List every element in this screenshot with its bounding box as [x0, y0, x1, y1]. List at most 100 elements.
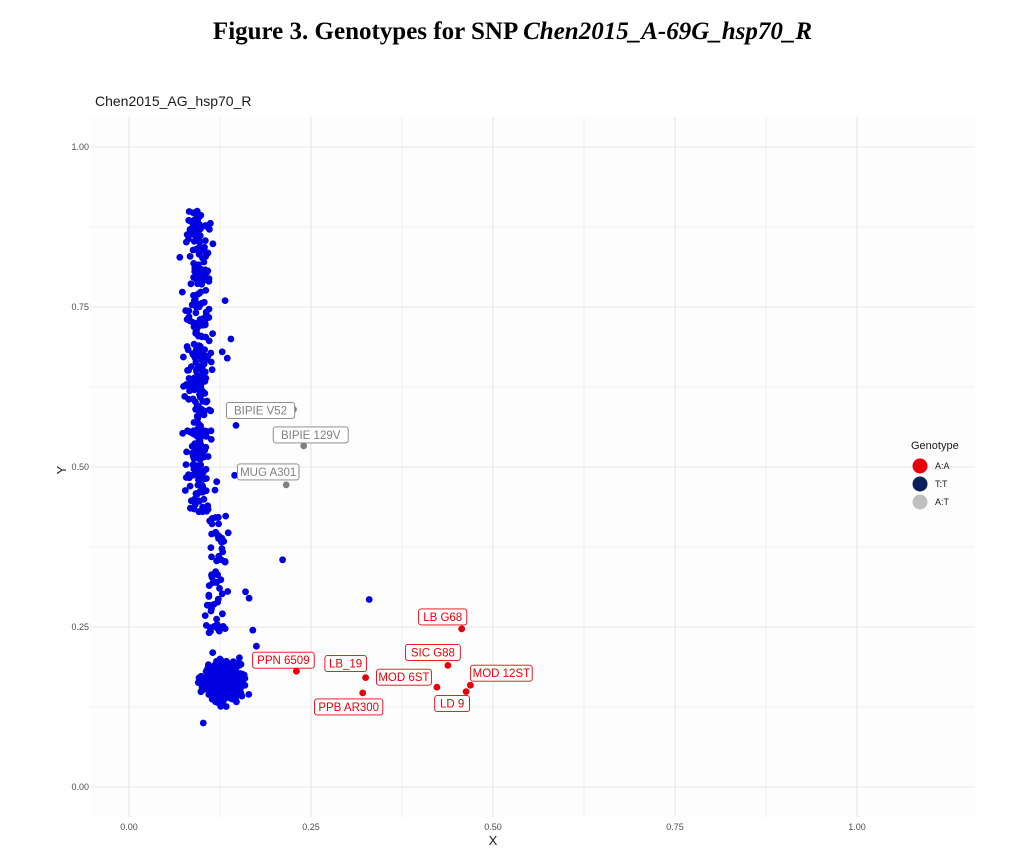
- tt-point: [213, 579, 221, 586]
- tt-point: [209, 649, 217, 656]
- tt-point: [202, 398, 210, 406]
- tt-point: [202, 308, 210, 316]
- tt-point: [215, 688, 223, 696]
- tt-point: [199, 508, 207, 516]
- x-tick-label: 0.75: [666, 822, 684, 832]
- tt-point: [227, 335, 235, 343]
- tt-point: [237, 680, 245, 687]
- aa-point: [458, 625, 466, 633]
- y-tick-label: 0.00: [71, 782, 89, 792]
- tt-point: [213, 615, 221, 623]
- x-tick-label: 0.00: [120, 822, 138, 832]
- y-tick-label: 0.75: [71, 302, 89, 312]
- figure-title-prefix: Figure 3. Genotypes for SNP: [212, 18, 524, 45]
- tt-point: [185, 216, 193, 224]
- y-tick-label: 0.50: [71, 462, 89, 472]
- tt-point: [205, 629, 213, 637]
- tt-point: [227, 693, 234, 700]
- tt-point: [218, 694, 226, 701]
- point-label: LB_19: [324, 655, 367, 673]
- tt-point: [222, 703, 230, 710]
- tt-point: [245, 691, 253, 698]
- x-axis-label: X: [489, 833, 498, 848]
- tt-point: [190, 340, 198, 348]
- y-axis-label: Y: [54, 465, 69, 474]
- point-label-text: BIPIE V52: [234, 405, 287, 417]
- tt-point: [226, 679, 234, 686]
- tt-point: [195, 362, 203, 370]
- legend-key: [912, 494, 928, 510]
- tt-point: [184, 346, 192, 354]
- tt-point: [215, 532, 223, 540]
- tt-point: [242, 588, 249, 596]
- at-point: [300, 442, 308, 450]
- tt-point: [237, 660, 245, 668]
- y-tick-label: 1.00: [71, 142, 89, 152]
- point-label: MOD 12ST: [470, 664, 533, 682]
- tt-point: [208, 515, 216, 522]
- tt-point: [219, 623, 227, 630]
- legend: Genotype A:A T:T A:T: [911, 440, 959, 510]
- tt-point: [186, 482, 194, 490]
- tt-point: [193, 378, 201, 386]
- tt-point: [195, 290, 203, 297]
- tt-point: [195, 674, 203, 682]
- tt-point: [201, 247, 208, 255]
- tt-point: [232, 422, 240, 429]
- x-tick-label: 0.50: [484, 822, 502, 832]
- tt-point: [197, 461, 205, 469]
- aa-point: [462, 688, 470, 695]
- tt-point: [193, 368, 200, 375]
- tt-point: [203, 475, 210, 482]
- tt-point: [205, 582, 213, 589]
- tt-point: [231, 471, 239, 479]
- tt-point: [195, 436, 203, 444]
- tt-point: [197, 332, 205, 340]
- tt-point: [188, 363, 195, 370]
- tt-point: [245, 594, 253, 602]
- point-label-box: [470, 664, 533, 682]
- tt-point: [208, 605, 215, 613]
- tt-point: [202, 287, 210, 294]
- tt-point: [208, 669, 216, 677]
- tt-point: [205, 337, 213, 345]
- tt-point: [202, 222, 210, 230]
- data-points: [176, 207, 474, 727]
- tt-point: [197, 409, 205, 417]
- at-point: [282, 481, 290, 489]
- tt-point: [220, 538, 228, 545]
- tt-point: [205, 314, 213, 321]
- tt-point: [365, 596, 373, 603]
- tt-point: [218, 348, 226, 356]
- tt-point: [197, 372, 204, 380]
- aa-point: [444, 662, 452, 669]
- tt-point: [232, 671, 240, 679]
- tt-point: [190, 465, 198, 473]
- tt-point: [200, 467, 208, 475]
- tt-point: [202, 684, 210, 692]
- point-label: LB G68: [418, 608, 468, 626]
- tt-point: [176, 253, 184, 261]
- point-label: PPN 6509: [252, 651, 315, 669]
- aa-point: [362, 674, 369, 681]
- tt-point: [199, 321, 206, 329]
- point-label-text: LB G68: [423, 612, 462, 624]
- point-label-box: [225, 401, 296, 419]
- tt-point: [199, 719, 207, 727]
- tt-point: [204, 267, 212, 275]
- tt-point: [199, 387, 206, 395]
- tt-point: [209, 240, 217, 248]
- tt-point: [187, 380, 195, 387]
- tt-point: [204, 665, 212, 673]
- legend-label: A:A: [935, 461, 950, 471]
- tt-point: [207, 407, 215, 415]
- aa-point: [467, 681, 474, 689]
- tt-point: [192, 309, 200, 317]
- point-label-text: SIC G88: [411, 647, 455, 659]
- aa-point: [433, 683, 441, 691]
- tt-point: [204, 506, 212, 513]
- tt-point: [214, 513, 222, 521]
- legend-label: A:T: [935, 497, 950, 507]
- grid-lines: [90, 117, 975, 817]
